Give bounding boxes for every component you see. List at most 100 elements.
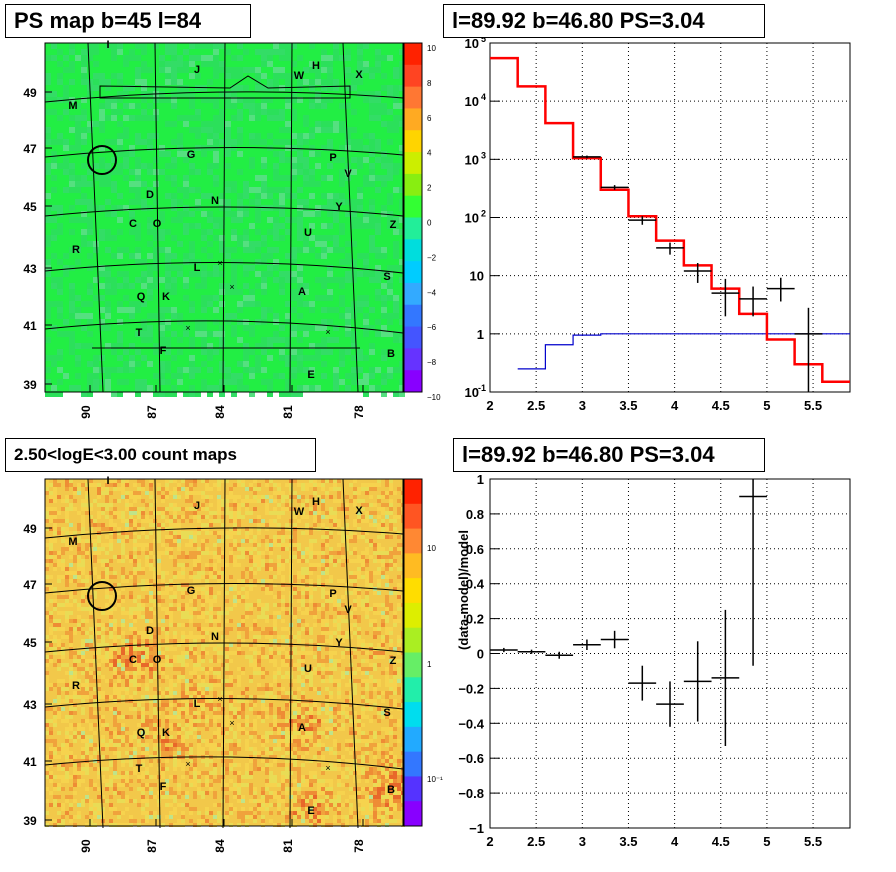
map-pixel	[387, 313, 393, 319]
map-pixel	[265, 535, 269, 539]
map-pixel	[285, 699, 289, 703]
map-pixel	[45, 675, 49, 679]
map-pixel	[269, 539, 273, 543]
map-pixel	[349, 579, 353, 583]
map-pixel	[159, 247, 165, 253]
map-pixel	[273, 313, 279, 319]
map-pixel	[381, 205, 387, 211]
map-pixel	[45, 519, 49, 523]
map-pixel	[341, 615, 345, 619]
map-pixel	[233, 595, 237, 599]
map-pixel	[207, 301, 213, 307]
map-pixel	[309, 639, 313, 643]
map-pixel	[237, 379, 243, 385]
map-pixel	[297, 265, 303, 271]
map-pixel	[45, 109, 51, 115]
map-pixel	[181, 639, 185, 643]
map-pixel	[253, 719, 257, 723]
map-pixel	[99, 115, 105, 121]
map-pixel	[249, 587, 253, 591]
map-pixel	[161, 499, 165, 503]
map-pixel	[361, 659, 365, 663]
map-pixel	[109, 627, 113, 631]
map-pixel	[381, 271, 387, 277]
map-pixel	[125, 691, 129, 695]
map-pixel	[337, 531, 341, 535]
map-pixel	[189, 151, 195, 157]
map-pixel	[205, 547, 209, 551]
map-pixel	[357, 193, 363, 199]
map-pixel	[285, 691, 289, 695]
map-pixel	[341, 675, 345, 679]
map-pixel	[69, 695, 73, 699]
map-pixel	[165, 271, 171, 277]
map-pixel	[173, 707, 177, 711]
map-pixel	[377, 507, 381, 511]
map-pixel	[159, 169, 165, 175]
map-pixel	[93, 241, 99, 247]
map-pixel	[141, 671, 145, 675]
map-pixel	[317, 711, 321, 715]
map-pixel	[265, 655, 269, 659]
map-pixel	[133, 659, 137, 663]
map-pixel	[149, 591, 153, 595]
map-pixel	[73, 707, 77, 711]
map-pixel	[381, 671, 385, 675]
map-pixel	[317, 603, 321, 607]
map-pixel	[207, 139, 213, 145]
map-pixel	[69, 711, 73, 715]
map-pixel	[97, 691, 101, 695]
map-pixel	[325, 631, 329, 635]
map-pixel	[73, 651, 77, 655]
map-pixel	[249, 301, 255, 307]
map-pixel	[285, 229, 291, 235]
map-pixel	[229, 519, 233, 523]
map-pixel	[261, 157, 267, 163]
map-pixel	[87, 43, 93, 49]
map-pixel	[269, 635, 273, 639]
map-pixel	[185, 583, 189, 587]
map-pixel	[217, 579, 221, 583]
map-pixel	[253, 723, 257, 727]
map-pixel	[195, 331, 201, 337]
map-pixel	[333, 719, 337, 723]
map-pixel	[57, 603, 61, 607]
map-pixel	[63, 55, 69, 61]
map-pixel	[225, 631, 229, 635]
map-pixel	[111, 73, 117, 79]
map-pixel	[257, 515, 261, 519]
map-pixel	[51, 109, 57, 115]
map-pixel	[185, 499, 189, 503]
map-pixel	[253, 563, 257, 567]
map-pixel	[243, 67, 249, 73]
map-pixel	[121, 631, 125, 635]
map-pixel	[313, 723, 317, 727]
map-pixel	[273, 639, 277, 643]
map-pixel	[385, 683, 389, 687]
map-pixel	[65, 479, 69, 483]
map-pixel	[117, 479, 121, 483]
map-pixel	[315, 343, 321, 349]
map-pixel	[357, 723, 361, 727]
map-pixel	[129, 707, 133, 711]
map-pixel	[303, 67, 309, 73]
map-pixel	[185, 663, 189, 667]
map-pixel	[57, 301, 63, 307]
map-pixel	[77, 511, 81, 515]
map-pixel	[261, 367, 267, 373]
map-pixel	[157, 487, 161, 491]
map-pixel	[279, 337, 285, 343]
map-pixel	[357, 667, 361, 671]
map-pixel	[317, 551, 321, 555]
map-pixel	[65, 695, 69, 699]
map-pixel	[281, 575, 285, 579]
map-pixel	[353, 575, 357, 579]
map-pixel	[397, 647, 401, 651]
map-pixel	[237, 667, 241, 671]
map-pixel	[365, 659, 369, 663]
map-pixel	[249, 531, 253, 535]
map-pixel	[253, 639, 257, 643]
map-pixel	[285, 73, 291, 79]
map-pixel	[145, 639, 149, 643]
map-pixel	[193, 515, 197, 519]
